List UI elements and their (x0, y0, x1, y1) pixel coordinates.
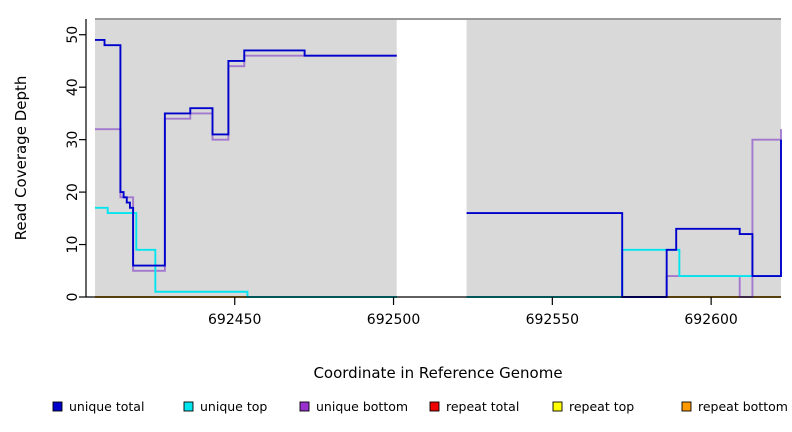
no-data-gap-region (396, 19, 467, 297)
legend-swatch-repeat-total (429, 401, 440, 412)
x-tick-label-692600: 692600 (684, 312, 737, 328)
legend-label-repeat-bottom: repeat bottom (698, 399, 788, 414)
legend-item-unique-total[interactable]: unique total (52, 399, 144, 414)
y-axis-title: Read Coverage Depth (12, 76, 30, 241)
y-tick-label-20: 20 (65, 183, 81, 201)
legend-swatch-repeat-top (552, 401, 563, 412)
legend-item-repeat-total[interactable]: repeat total (429, 399, 519, 414)
y-tick-label-50: 50 (65, 26, 81, 44)
legend-label-unique-bottom: unique bottom (316, 399, 408, 414)
legend-item-unique-bottom[interactable]: unique bottom (299, 399, 408, 414)
series-unique-top-segment-0 (95, 206, 397, 298)
x-axis-title: Coordinate in Reference Genome (313, 364, 562, 382)
legend-item-repeat-top[interactable]: repeat top (552, 399, 634, 414)
x-tick-label-692500: 692500 (367, 312, 420, 328)
x-tick-label-692450: 692450 (208, 312, 261, 328)
legend-swatch-unique-total (52, 401, 63, 412)
legend-label-repeat-total: repeat total (446, 399, 519, 414)
series-unique-total-segment-0 (95, 39, 397, 267)
legend-item-repeat-bottom[interactable]: repeat bottom (681, 399, 788, 414)
series-unique-total (95, 39, 782, 298)
legend-item-unique-top[interactable]: unique top (183, 399, 267, 414)
legend-swatch-repeat-bottom (681, 401, 692, 412)
y-tick-label-40: 40 (65, 78, 81, 96)
y-tick-label-0: 0 (65, 293, 81, 302)
x-tick-label-692550: 692550 (526, 312, 579, 328)
legend-label-repeat-top: repeat top (569, 399, 634, 414)
legend-swatch-unique-top (183, 401, 194, 412)
series-unique-total-segment-1 (466, 139, 782, 298)
y-tick-label-30: 30 (65, 131, 81, 149)
legend-swatch-unique-bottom (299, 401, 310, 412)
y-tick-label-10: 10 (65, 236, 81, 254)
legend-label-unique-top: unique top (200, 399, 267, 414)
legend-label-unique-total: unique total (69, 399, 144, 414)
